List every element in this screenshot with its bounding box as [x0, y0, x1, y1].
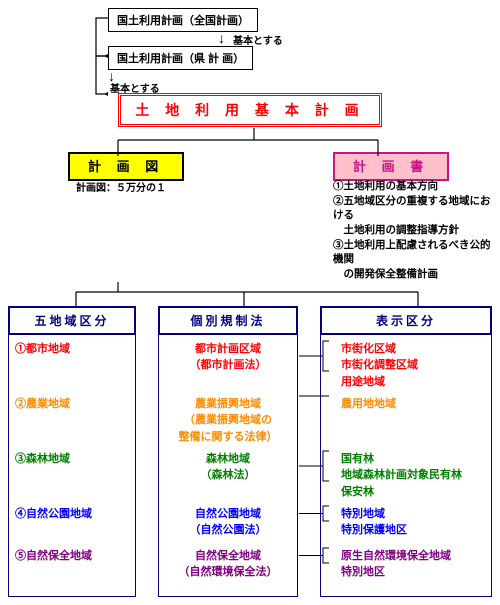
col-zones: 五地域区分 ①都市地域②農業地域③森林地域④自然公園地域⑤自然保全地域 [8, 306, 136, 597]
disp-item: 特別地域特別保護地区 [327, 506, 485, 548]
disp-line: 原生自然環境保全地域 [341, 548, 485, 565]
three-split-connector [8, 282, 492, 306]
law-line: 森林地域 [165, 451, 291, 468]
plan-doc-line: ①土地利用の基本方向 [333, 179, 492, 194]
disp-item: 原生自然環境保全地域特別地区 [327, 548, 485, 590]
zone-item: ②農業地域 [15, 396, 129, 451]
law-item: 自然公園地域（自然公園法） [165, 506, 291, 548]
col-disp-header: 表示区分 [320, 306, 492, 335]
disp-line: 特別地区 [341, 564, 485, 581]
law-line: 農業振興地域 [165, 396, 291, 413]
plan-doc-line: ③土地利用上配慮されるべき公的機関 [333, 238, 492, 267]
col-disp: 表示区分 市街化区域市街化調整区域用途地域農用地地域国有林地域森林計画対象民有林… [320, 306, 492, 597]
disp-line: 用途地域 [341, 374, 485, 391]
law-line: 整備に関する法律） [165, 429, 291, 446]
disp-line: 保安林 [341, 484, 485, 501]
disp-line: 地域森林計画対象民有林 [341, 467, 485, 484]
disp-line: 市街化区域 [341, 341, 485, 358]
split-connector-area [8, 128, 492, 156]
law-line: （自然環境保全法） [165, 564, 291, 581]
main-title-box: 土 地 利 用 基 本 計 画 [118, 93, 381, 127]
col-laws: 個別規制法 都市計画区域（都市計画法）農業振興地域（農業振興地域の整備に関する法… [158, 306, 298, 597]
disp-item: 農用地地域 [327, 396, 485, 451]
law-line: （都市計画法） [165, 357, 291, 374]
disp-item: 国有林地域森林計画対象民有林保安林 [327, 451, 485, 506]
plan-doc-line: の開発保全整備計画 [333, 267, 492, 282]
law-line: 都市計画区域 [165, 341, 291, 358]
zone-item: ③森林地域 [15, 451, 129, 506]
top-hierarchy: 国土利用計画（全国計画） ↓ 基本とする 国土利用計画（県 計 画） ↓ 基本と… [8, 8, 492, 98]
col-zones-header: 五地域区分 [8, 306, 136, 335]
note-2: 基本とする [110, 80, 160, 95]
plan-doc-items: ①土地利用の基本方向②五地域区分の重複する地域における 土地利用の調整指導方針③… [333, 179, 492, 282]
disp-item: 市街化区域市街化調整区域用途地域 [327, 341, 485, 396]
plan-map-caption: 計画図：５万分の１ [68, 179, 298, 194]
law-item: 自然保全地域（自然環境保全法） [165, 548, 291, 590]
disp-line: 市街化調整区域 [341, 357, 485, 374]
arrow-down-icon: ↓ [218, 30, 225, 46]
col-laws-header: 個別規制法 [158, 306, 298, 335]
plan-doc-line: 土地利用の調整指導方針 [333, 223, 492, 238]
law-line: （農業振興地域の [165, 412, 291, 429]
plan-map-box: 計 画 図 [68, 152, 184, 181]
three-columns: 五地域区分 ①都市地域②農業地域③森林地域④自然公園地域⑤自然保全地域 個別規制… [8, 306, 492, 597]
national-plan-box: 国土利用計画（全国計画） [108, 8, 258, 32]
law-item: 森林地域（森林法） [165, 451, 291, 506]
disp-line: 特別地域 [341, 506, 485, 523]
law-line: （森林法） [165, 467, 291, 484]
plan-doc-line: ②五地域区分の重複する地域における [333, 194, 492, 223]
disp-line: 農用地地域 [341, 396, 485, 413]
law-line: （自然公園法） [165, 522, 291, 539]
plan-doc-box: 計 画 書 [333, 152, 449, 181]
law-item: 都市計画区域（都市計画法） [165, 341, 291, 396]
zone-item: ⑤自然保全地域 [15, 548, 129, 590]
note-1: 基本とする [233, 32, 283, 47]
law-line: 自然保全地域 [165, 548, 291, 565]
zone-item: ④自然公園地域 [15, 506, 129, 548]
law-item: 農業振興地域（農業振興地域の整備に関する法律） [165, 396, 291, 451]
zone-item: ①都市地域 [15, 341, 129, 396]
pref-plan-box: 国土利用計画（県 計 画） [108, 46, 253, 70]
plan-row: 計 画 図 計画図：５万分の１ 計 画 書 ①土地利用の基本方向②五地域区分の重… [8, 156, 492, 282]
disp-line: 特別保護地区 [341, 522, 485, 539]
law-line: 自然公園地域 [165, 506, 291, 523]
disp-line: 国有林 [341, 451, 485, 468]
